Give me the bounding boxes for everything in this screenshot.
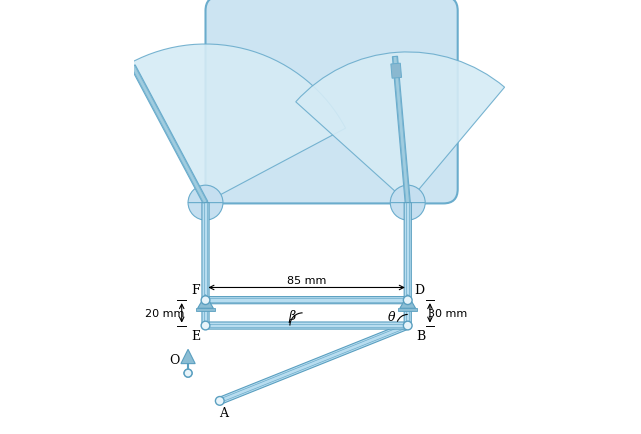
FancyBboxPatch shape	[206, 297, 408, 304]
Circle shape	[184, 369, 192, 377]
FancyBboxPatch shape	[219, 322, 409, 404]
Wedge shape	[390, 203, 425, 220]
Text: E: E	[192, 329, 201, 342]
Text: B: B	[417, 329, 426, 342]
Wedge shape	[395, 186, 419, 203]
Wedge shape	[188, 186, 223, 203]
Text: O: O	[169, 353, 179, 366]
Circle shape	[403, 322, 412, 330]
Text: β: β	[288, 309, 296, 322]
Wedge shape	[390, 186, 425, 203]
Circle shape	[215, 397, 224, 405]
Circle shape	[201, 296, 210, 305]
Bar	[196, 309, 215, 311]
Text: 30 mm: 30 mm	[428, 308, 467, 318]
Circle shape	[201, 322, 210, 330]
Wedge shape	[296, 53, 504, 203]
FancyBboxPatch shape	[202, 203, 209, 300]
Wedge shape	[131, 45, 345, 203]
Text: D: D	[415, 284, 425, 297]
FancyBboxPatch shape	[131, 66, 208, 204]
Circle shape	[403, 296, 412, 305]
Wedge shape	[197, 186, 221, 203]
Wedge shape	[188, 203, 223, 220]
FancyBboxPatch shape	[391, 64, 401, 79]
Text: 20 mm: 20 mm	[145, 308, 184, 318]
FancyBboxPatch shape	[404, 300, 412, 326]
Polygon shape	[181, 349, 196, 364]
Text: A: A	[219, 406, 228, 419]
Circle shape	[184, 369, 192, 377]
Text: θ: θ	[388, 310, 395, 323]
FancyBboxPatch shape	[202, 300, 209, 326]
FancyBboxPatch shape	[206, 322, 408, 329]
FancyBboxPatch shape	[392, 57, 410, 204]
FancyBboxPatch shape	[206, 0, 458, 204]
Text: 85 mm: 85 mm	[287, 276, 326, 286]
Text: F: F	[192, 284, 200, 297]
Bar	[399, 309, 417, 311]
Polygon shape	[400, 295, 415, 309]
FancyBboxPatch shape	[404, 203, 412, 300]
Polygon shape	[197, 295, 213, 309]
